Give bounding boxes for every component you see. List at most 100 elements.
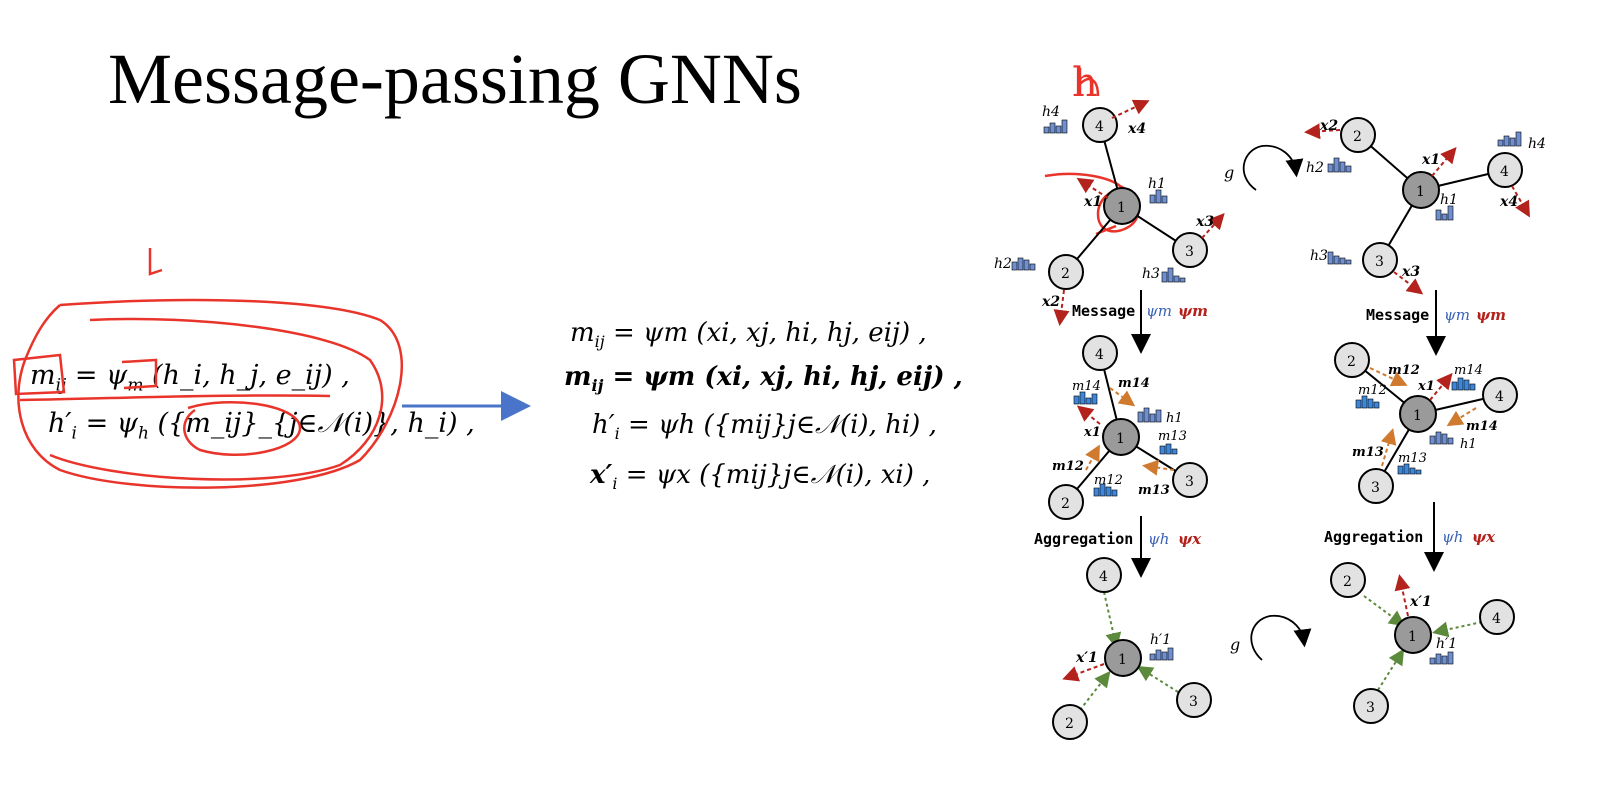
left-eq1-args: (h_i, h_j, e_ij) , bbox=[152, 360, 350, 391]
left-eq2-args: ({m_ij}_{j∈𝒩(i)}, h_i) , bbox=[157, 408, 475, 439]
label-x1: x1 bbox=[1083, 194, 1102, 210]
s2-node-3-label: 3 bbox=[1185, 474, 1194, 490]
r1-label-h2: h2 bbox=[1306, 160, 1324, 176]
r2-label-m12-bold: m12 bbox=[1388, 363, 1420, 378]
r2-node-2-label: 2 bbox=[1347, 354, 1356, 370]
middle-equation-3: h′i = ψh ({mij}j∈𝒩(i), hi) , bbox=[592, 410, 937, 443]
node-1 bbox=[1103, 187, 1141, 225]
node-2-label: 2 bbox=[1061, 266, 1070, 282]
mid-eq3-lhs: h′ bbox=[592, 410, 615, 440]
stage-label-aggregation-right: Aggregation bbox=[1324, 528, 1423, 546]
s2-node-4-label: 4 bbox=[1095, 347, 1104, 363]
s3-label-x1p: x′1 bbox=[1075, 650, 1098, 666]
r3-node-4-label: 4 bbox=[1492, 611, 1501, 627]
annotation-letter-h: h bbox=[1072, 60, 1098, 106]
rotation-bottom: g bbox=[1230, 614, 1312, 661]
s3-node-3-label: 3 bbox=[1189, 694, 1198, 710]
r2-label-x1: x1 bbox=[1417, 379, 1435, 394]
left-eq1-rsub: m bbox=[127, 375, 144, 396]
r1-label-x2: x2 bbox=[1319, 118, 1338, 134]
histograms-stage-1 bbox=[1011, 119, 1186, 283]
graph-right-column: 2 1 4 3 x2 x1 x4 x3 h2 h1 h4 h3 bbox=[1304, 117, 1546, 724]
label-x4: x4 bbox=[1127, 121, 1146, 137]
s2-node-2-label: 2 bbox=[1061, 496, 1070, 512]
r1-label-x3: x3 bbox=[1401, 264, 1420, 280]
left-eq1-rhs: = ψ bbox=[74, 360, 128, 391]
pen-annotations bbox=[12, 68, 1140, 489]
s2-node-1-label: 1 bbox=[1116, 431, 1125, 447]
node-3-label: 3 bbox=[1185, 244, 1194, 260]
s3-node-1-label: 1 bbox=[1118, 652, 1127, 668]
rotation-label-bottom: g bbox=[1230, 635, 1240, 654]
s3-label-h1p: h′1 bbox=[1150, 632, 1171, 648]
r3-label-h1p: h′1 bbox=[1436, 636, 1457, 652]
label-h4: h4 bbox=[1042, 104, 1060, 120]
r1-label-h4: h4 bbox=[1528, 136, 1546, 152]
psi-m-red-right: ψm bbox=[1476, 306, 1506, 324]
label-h3: h3 bbox=[1142, 266, 1160, 282]
r2-label-m13: m13 bbox=[1398, 451, 1427, 466]
r2-label-m12: m12 bbox=[1358, 383, 1387, 398]
r1-node-1-label: 1 bbox=[1416, 184, 1425, 200]
s2-label-x1: x1 bbox=[1083, 425, 1101, 440]
r1-label-x1: x1 bbox=[1421, 152, 1440, 168]
mid-eq2-lhs: m bbox=[564, 362, 592, 392]
left-eq2-rhs: = ψ bbox=[85, 408, 138, 439]
r2-label-m14: m14 bbox=[1454, 363, 1483, 378]
left-equation-1: mij = ψm (h_i, h_j, e_ij) , bbox=[30, 360, 350, 395]
psi-x-red-right: ψx bbox=[1472, 528, 1496, 546]
graph-left-stage-1: 4 1 2 3 x4 x1 x3 x2 h4 h1 h2 h3 bbox=[994, 99, 1225, 326]
left-eq1-sub: ij bbox=[55, 375, 67, 396]
label-h1: h1 bbox=[1148, 176, 1166, 192]
middle-equation-2: mij = ψm (xi, xj, hi, hj, eij) , bbox=[564, 362, 963, 395]
left-eq2-sub: i bbox=[71, 423, 77, 444]
left-eq2-lhs: h′ bbox=[48, 408, 72, 439]
mid-eq2-rest: = ψm (xi, xj, hi, hj, eij) , bbox=[612, 362, 963, 392]
r2-label-m13-bold: m13 bbox=[1352, 445, 1384, 460]
mid-eq3-sub: i bbox=[614, 424, 620, 444]
left-eq1-lhs: m bbox=[30, 360, 56, 391]
graph-right-stage-2: 2 1 4 3 m12 m12 x1 m14 m14 m13 m13 h1 bbox=[1334, 342, 1518, 504]
psi-m-blue-left: ψm bbox=[1146, 302, 1172, 320]
psi-h-blue-left: ψh bbox=[1148, 530, 1169, 548]
mid-eq4-rest: = ψx ({mij}j∈𝒩(i), xi) , bbox=[625, 460, 931, 490]
r1-label-x4: x4 bbox=[1499, 194, 1518, 210]
r3-node-3-label: 3 bbox=[1366, 700, 1375, 716]
node-3 bbox=[1172, 232, 1208, 268]
mid-eq4-lhs: x′ bbox=[590, 460, 613, 490]
s2-label-m13-bold: m13 bbox=[1138, 483, 1170, 498]
r1-node-2-label: 2 bbox=[1353, 129, 1362, 145]
r2-label-h1: h1 bbox=[1460, 437, 1477, 452]
s3-node-2-label: 2 bbox=[1065, 716, 1074, 732]
s2-label-m12: m12 bbox=[1094, 473, 1123, 488]
r2-node-4-label: 4 bbox=[1495, 389, 1504, 405]
node-4-label: 4 bbox=[1095, 119, 1104, 135]
middle-equation-4: x′i = ψx ({mij}j∈𝒩(i), xi) , bbox=[590, 460, 930, 493]
psi-m-blue-right: ψm bbox=[1444, 306, 1470, 324]
graph-left-column: 4 1 2 3 x4 x1 x3 x2 h4 h1 h2 h3 bbox=[994, 99, 1225, 740]
psi-x-red-left: ψx bbox=[1178, 530, 1202, 548]
stage-label-message-left: Message bbox=[1072, 302, 1135, 320]
r1-node-4-label: 4 bbox=[1500, 164, 1509, 180]
r2-node-1-label: 1 bbox=[1413, 408, 1422, 424]
mid-eq2-sub: ij bbox=[591, 376, 604, 396]
left-eq2-rsub: h bbox=[137, 423, 149, 444]
rotation-top: g bbox=[1224, 144, 1304, 191]
r2-label-m14-bold: m14 bbox=[1466, 419, 1498, 434]
mid-eq1-rest: = ψm (xi, xj, hi, hj, eij) , bbox=[613, 318, 927, 348]
stage-label-aggregation-left: Aggregation bbox=[1034, 530, 1133, 548]
mid-eq4-sub: i bbox=[612, 474, 618, 494]
s2-label-m12-bold: m12 bbox=[1052, 459, 1084, 474]
r1-label-h1: h1 bbox=[1440, 192, 1458, 208]
r1-node-3-label: 3 bbox=[1375, 254, 1384, 270]
psi-m-red-left: ψm bbox=[1178, 302, 1208, 320]
middle-equation-1: mij = ψm (xi, xj, hi, hj, eij) , bbox=[570, 318, 927, 351]
s2-label-m14: m14 bbox=[1072, 379, 1101, 394]
mid-eq1-lhs: m bbox=[570, 318, 595, 348]
label-x2: x2 bbox=[1041, 294, 1060, 310]
graph-right-stage-3: 2 1 4 3 x′1 h′1 bbox=[1330, 562, 1515, 724]
r2-node-3-label: 3 bbox=[1371, 480, 1380, 496]
r3-node-1-label: 1 bbox=[1408, 629, 1417, 645]
